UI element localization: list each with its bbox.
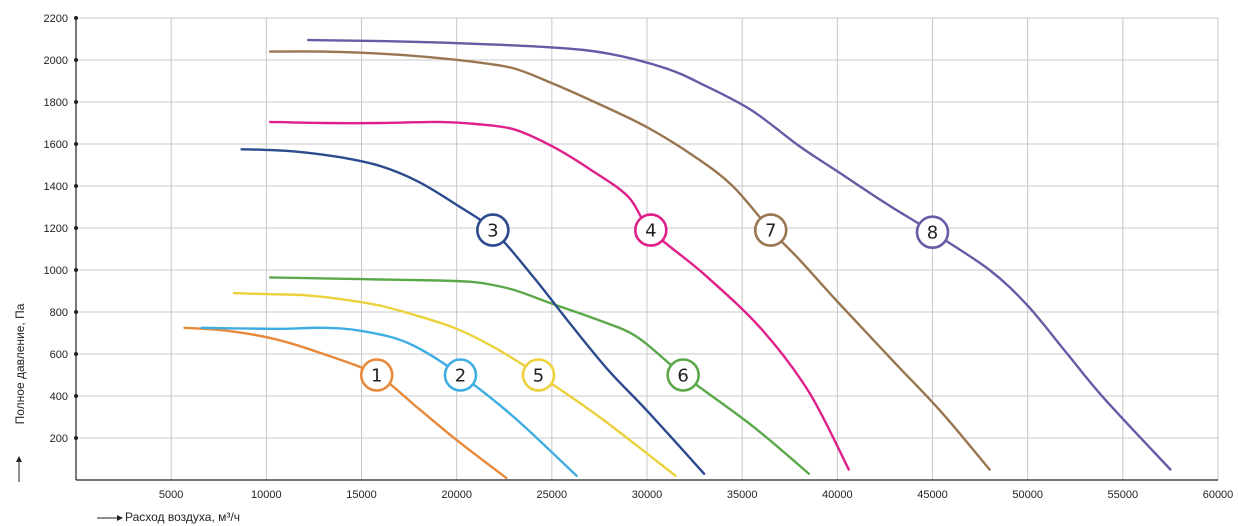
- x-axis-label: Расход воздуха, м³/ч: [125, 510, 240, 524]
- series-line-5: [232, 291, 677, 477]
- series-marker-circle: [521, 358, 556, 392]
- series-markers: 1 2 5 6 3 4 7 8: [359, 213, 950, 392]
- series-marker-circle: [359, 358, 394, 392]
- series-line-7: [268, 50, 991, 471]
- series-marker-circle: [666, 358, 700, 392]
- series-marker-circle: [634, 213, 668, 247]
- series-label: 1: [371, 366, 382, 387]
- series-marker-2: 2: [443, 358, 478, 392]
- series-marker-circle: [915, 215, 950, 249]
- x-tick-label: 35000: [727, 489, 758, 501]
- x-axis-arrow: [97, 515, 123, 521]
- series-marker-circle: [753, 213, 788, 247]
- y-tick-label: 200: [50, 433, 68, 445]
- y-tick-label: 2200: [44, 13, 68, 25]
- x-tick-label: 25000: [537, 489, 568, 501]
- series-marker-circle: [476, 213, 510, 247]
- series-line-2: [200, 326, 578, 477]
- series-marker-1: 1: [359, 358, 394, 392]
- series-line-1: [183, 326, 508, 480]
- y-tick-label: 1200: [44, 223, 68, 235]
- x-tick-label: 50000: [1012, 489, 1043, 501]
- x-tick-label: 15000: [346, 489, 377, 501]
- axes: [74, 16, 1218, 481]
- x-tick-label: 60000: [1203, 489, 1234, 501]
- x-tick-label: 55000: [1108, 489, 1139, 501]
- y-tick-label: 1400: [44, 181, 68, 193]
- series-label: 4: [645, 221, 656, 242]
- series-line-4: [268, 120, 850, 471]
- series-marker-7: 7: [753, 213, 788, 247]
- series-marker-8: 8: [915, 215, 950, 249]
- series-lines: [183, 38, 1172, 480]
- y-axis-arrow: [16, 456, 22, 482]
- series-label: 7: [765, 221, 776, 242]
- y-tick-label: 1000: [44, 265, 68, 277]
- y-tick-label: 1600: [44, 139, 68, 151]
- x-tick-label: 20000: [441, 489, 472, 501]
- series-label: 6: [677, 366, 688, 387]
- y-axis-label: Полное давление, Па: [13, 303, 27, 424]
- y-tick-label: 400: [50, 391, 68, 403]
- y-tick-label: 2000: [44, 55, 68, 67]
- x-tick-label: 5000: [159, 489, 183, 501]
- series-label: 5: [533, 366, 544, 387]
- x-tick-label: 45000: [917, 489, 948, 501]
- y-tick-label: 800: [50, 307, 68, 319]
- x-tick-label: 40000: [822, 489, 853, 501]
- x-tick-label: 10000: [251, 489, 282, 501]
- series-marker-5: 5: [521, 358, 556, 392]
- y-tick-label: 600: [50, 349, 68, 361]
- y-tick-label: 1800: [44, 97, 68, 109]
- series-label: 8: [927, 223, 938, 244]
- series-marker-3: 3: [476, 213, 510, 247]
- series-marker-circle: [443, 358, 478, 392]
- series-label: 3: [487, 221, 498, 242]
- x-tick-label: 30000: [632, 489, 663, 501]
- series-marker-4: 4: [634, 213, 668, 247]
- series-line-8: [307, 38, 1172, 471]
- series-marker-6: 6: [666, 358, 700, 392]
- series-line-3: [240, 148, 706, 475]
- tick-labels: 5000 10000 15000 20000 25000 30000 35000 40000 4…: [44, 13, 1234, 501]
- series-label: 2: [455, 366, 466, 387]
